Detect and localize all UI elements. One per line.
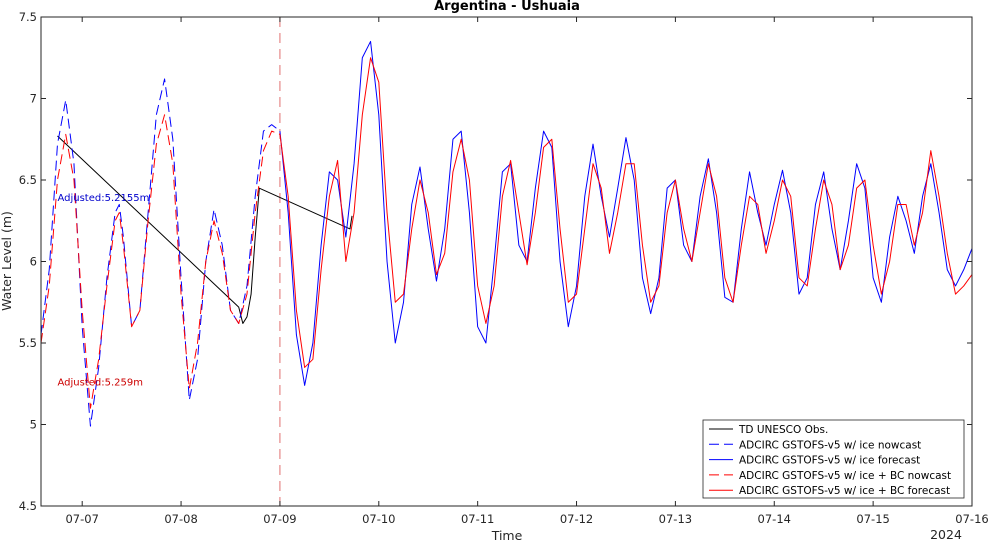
chart-title: Argentina - Ushuaia (434, 0, 580, 14)
y-tick-label: 6.5 (19, 173, 37, 187)
series-line-adcirc-gstofs-v5-w-ice-bc-forecast (279, 57, 972, 368)
adjusted-annotation-0: Adjusted:5.2155m (57, 193, 149, 204)
x-tick-label: 07-11 (461, 512, 494, 526)
adjusted-annotation-1: Adjusted:5.259m (57, 377, 143, 388)
series-layer (41, 40, 972, 427)
y-tick-label: 5 (30, 418, 37, 432)
x-tick-label: 07-10 (362, 512, 395, 526)
series-line-td-unesco-obs (57, 135, 353, 324)
legend-label-td-unesco-obs: TD UNESCO Obs. (738, 424, 828, 436)
legend-label-adcirc-gstofs-v5-w-ice-bc-forecast: ADCIRC GSTOFS-v5 w/ ice + BC forecast (739, 485, 950, 497)
legend-box (702, 419, 965, 499)
x-tick-label: 07-07 (65, 512, 98, 526)
y-tick-label: 4.5 (19, 499, 37, 513)
x-tick-label: 07-08 (164, 512, 197, 526)
year-label: 2024 (930, 527, 962, 541)
x-tick-label: 07-09 (263, 512, 296, 526)
x-axis-label: Time (491, 528, 523, 541)
x-axis-ticks: 07-07 07-08 07-09 07-10 07-11 07-12 07-13 07-14… (65, 17, 989, 526)
x-tick-label: 07-16 (955, 512, 988, 526)
y-axis-ticks: 4.5 5 5.5 6 6.5 7 7.5 (19, 10, 972, 513)
x-tick-label: 07-13 (659, 512, 692, 526)
legend-label-adcirc-gstofs-v5-w-ice-bc-nowcast: ADCIRC GSTOFS-v5 w/ ice + BC nowcast (739, 470, 951, 482)
legend-label-adcirc-gstofs-v5-w-ice-nowcast: ADCIRC GSTOFS-v5 w/ ice nowcast (739, 439, 921, 451)
y-tick-label: 5.5 (19, 336, 37, 350)
legend-label-adcirc-gstofs-v5-w-ice-forecast: ADCIRC GSTOFS-v5 w/ ice forecast (739, 455, 920, 467)
x-tick-label: 07-14 (758, 512, 791, 526)
series-line-adcirc-gstofs-v5-w-ice-forecast (279, 40, 972, 386)
annotation-layer: Adjusted:5.2155m Adjusted:5.259m (57, 193, 149, 388)
y-axis-label: Water Level (m) (0, 211, 14, 311)
y-tick-label: 7.5 (19, 10, 37, 24)
y-tick-label: 6 (30, 255, 37, 269)
y-tick-label: 7 (30, 92, 37, 106)
legend: TD UNESCO Obs. ADCIRC GSTOFS-v5 w/ ice no… (702, 419, 965, 499)
series-line-adcirc-gstofs-v5-w-ice-bc-nowcast (41, 114, 281, 409)
x-tick-label: 07-12 (560, 512, 593, 526)
x-tick-label: 07-15 (856, 512, 889, 526)
legend-items: TD UNESCO Obs. ADCIRC GSTOFS-v5 w/ ice no… (709, 424, 951, 497)
